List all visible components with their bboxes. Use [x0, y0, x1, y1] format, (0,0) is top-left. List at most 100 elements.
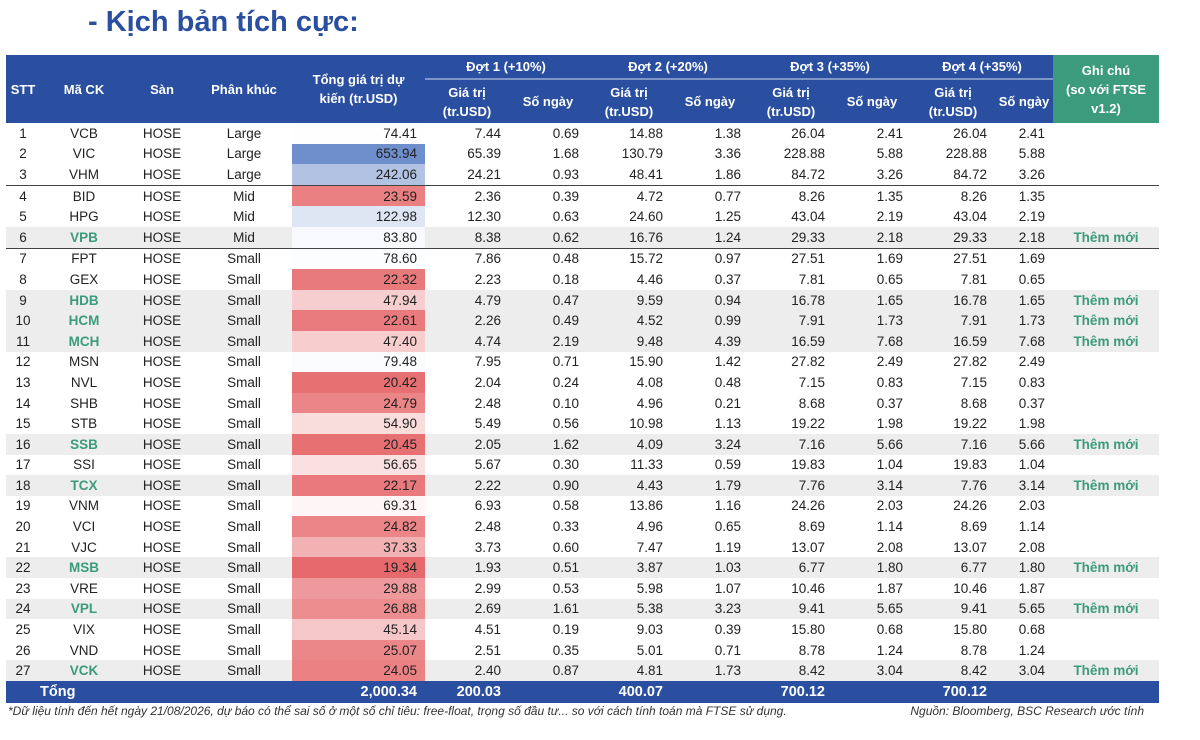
cell-code: MSN — [69, 354, 99, 370]
cell-note — [1053, 413, 1159, 434]
cell-v4: 6.77 — [911, 557, 995, 579]
cell-code: TCX — [40, 475, 128, 496]
cell-total: 29.88 — [292, 578, 425, 599]
cell-d2: 1.07 — [714, 580, 741, 596]
cell-d3: 2.19 — [876, 209, 903, 225]
cell-exchange: HOSE — [128, 660, 196, 682]
header-ticker: Mã CK — [40, 55, 128, 123]
cell-segment: Small — [196, 433, 292, 455]
cell-code: SSB — [40, 433, 128, 455]
cell-exchange: HOSE — [142, 271, 182, 287]
cell-v4: 27.51 — [911, 247, 995, 270]
cell-v4: 7.91 — [911, 310, 995, 331]
cell-segment: Small — [196, 660, 292, 682]
cell-d3: 3.26 — [876, 166, 903, 182]
cell-d2: 0.99 — [671, 310, 749, 331]
table-body: 1 VCB HOSE Large 74.41 7.44 0.69 14.88 1.38 26.04… — [6, 123, 1159, 682]
cell-v1: 2.36 — [425, 184, 509, 207]
cell-v3: 7.76 — [749, 475, 833, 496]
cell-d2: 1.42 — [714, 354, 741, 370]
cell-stt: 4 — [6, 184, 40, 207]
cell-segment: Mid — [196, 184, 292, 207]
cell-code: VNM — [69, 498, 99, 514]
cell-v3: 10.46 — [791, 580, 825, 596]
cell-d3: 0.68 — [876, 622, 903, 638]
cell-code: STB — [70, 416, 98, 432]
cell-d3: 1.69 — [833, 247, 911, 270]
cell-segment: Large — [226, 125, 262, 141]
cell-d1: 0.24 — [552, 374, 579, 390]
cell-v1: 2.48 — [474, 395, 501, 411]
cell-d4: 1.65 — [995, 289, 1053, 311]
cell-v3: 26.04 — [791, 125, 825, 141]
cell-d1: 0.18 — [552, 271, 579, 287]
cell-d3: 5.88 — [876, 146, 903, 162]
cell-d3: 5.65 — [833, 598, 911, 620]
cell-d2: 0.21 — [714, 395, 741, 411]
cell-total: 24.82 — [292, 516, 425, 537]
table-row: 14 SHB HOSE Small 24.79 2.48 0.10 4.96 0.21 8.68 0… — [6, 392, 1159, 414]
cell-v2: 5.01 — [636, 642, 663, 658]
cell-v2: 7.47 — [636, 539, 663, 555]
table-row: 25 VIX HOSE Small 45.14 4.51 0.19 9.03 0.39 15.80… — [6, 619, 1159, 640]
cell-total: 122.98 — [292, 206, 425, 227]
cell-note — [1053, 164, 1159, 185]
ftse-inflow-table: STT Mã CK Sàn Phân khúc Tổng giá trị dự k… — [6, 55, 1159, 704]
cell-v1: 2.99 — [474, 580, 501, 596]
cell-d3: 1.04 — [876, 457, 903, 473]
cell-d2: 1.13 — [714, 416, 741, 432]
totals-round-2: 400.07 — [587, 681, 671, 704]
cell-total: 26.88 — [292, 598, 425, 620]
cell-segment: Small — [227, 395, 261, 411]
cell-v1: 2.22 — [425, 475, 509, 496]
cell-v4: 228.88 — [945, 146, 987, 162]
cell-d1: 0.49 — [509, 310, 587, 331]
cell-exchange: HOSE — [142, 209, 182, 225]
cell-v3: 27.82 — [791, 354, 825, 370]
cell-d3: 2.03 — [876, 498, 903, 514]
cell-v3: 228.88 — [783, 146, 825, 162]
cell-d3: 0.37 — [876, 395, 903, 411]
cell-v4: 10.46 — [953, 580, 987, 596]
cell-note: Thêm mới — [1053, 289, 1159, 311]
table-row: 9 HDB HOSE Small 47.94 4.79 0.47 9.59 0.94 16.78 1… — [6, 289, 1159, 311]
cell-d3: 1.35 — [833, 184, 911, 207]
cell-stt: 11 — [6, 330, 40, 352]
cell-note: Thêm mới — [1053, 660, 1159, 682]
cell-d1: 0.48 — [509, 247, 587, 270]
header-days: Số ngày — [995, 79, 1053, 123]
cell-note — [1053, 619, 1159, 640]
cell-v4: 8.69 — [960, 519, 987, 535]
cell-code: VCI — [72, 519, 96, 535]
header-value: Giá trị (tr.USD) — [749, 79, 833, 123]
cell-d1: 0.63 — [552, 209, 579, 225]
cell-d3: 2.08 — [876, 539, 903, 555]
cell-total: 20.42 — [292, 372, 425, 393]
cell-v2: 5.98 — [636, 580, 663, 596]
cell-exchange: HOSE — [128, 330, 196, 352]
table-row: 24 VPL HOSE Small 26.88 2.69 1.61 5.38 3.23 9.41 5… — [6, 598, 1159, 620]
table-row: 19 VNM HOSE Small 69.31 6.93 0.58 13.86 1.16 24.2… — [6, 495, 1159, 517]
cell-stt: 16 — [6, 433, 40, 455]
cell-v3: 13.07 — [791, 539, 825, 555]
cell-segment: Small — [196, 247, 292, 270]
cell-stt: 9 — [6, 289, 40, 311]
cell-d2: 1.79 — [671, 475, 749, 496]
cell-stt: 8 — [19, 271, 27, 287]
cell-v3: 16.78 — [749, 289, 833, 311]
cell-total: 24.05 — [292, 660, 425, 682]
cell-v3: 6.77 — [749, 557, 833, 579]
totals-total: 2,000.34 — [292, 681, 425, 704]
cell-d4: 2.41 — [1018, 125, 1045, 141]
cell-v3: 8.68 — [798, 395, 825, 411]
cell-total: 78.60 — [292, 247, 425, 270]
table-row: 4 BID HOSE Mid 23.59 2.36 0.39 4.72 0.77 8.26 1.35… — [6, 184, 1159, 207]
cell-d1: 0.53 — [552, 580, 579, 596]
cell-exchange: HOSE — [142, 395, 182, 411]
cell-stt: 18 — [6, 475, 40, 496]
table-row: 8 GEX HOSE Small 22.32 2.23 0.18 4.46 0.37 7.81 0.… — [6, 269, 1159, 290]
cell-v1: 4.51 — [474, 622, 501, 638]
cell-d4: 5.88 — [1018, 146, 1045, 162]
cell-v1: 5.49 — [474, 416, 501, 432]
cell-v1: 24.21 — [467, 166, 501, 182]
